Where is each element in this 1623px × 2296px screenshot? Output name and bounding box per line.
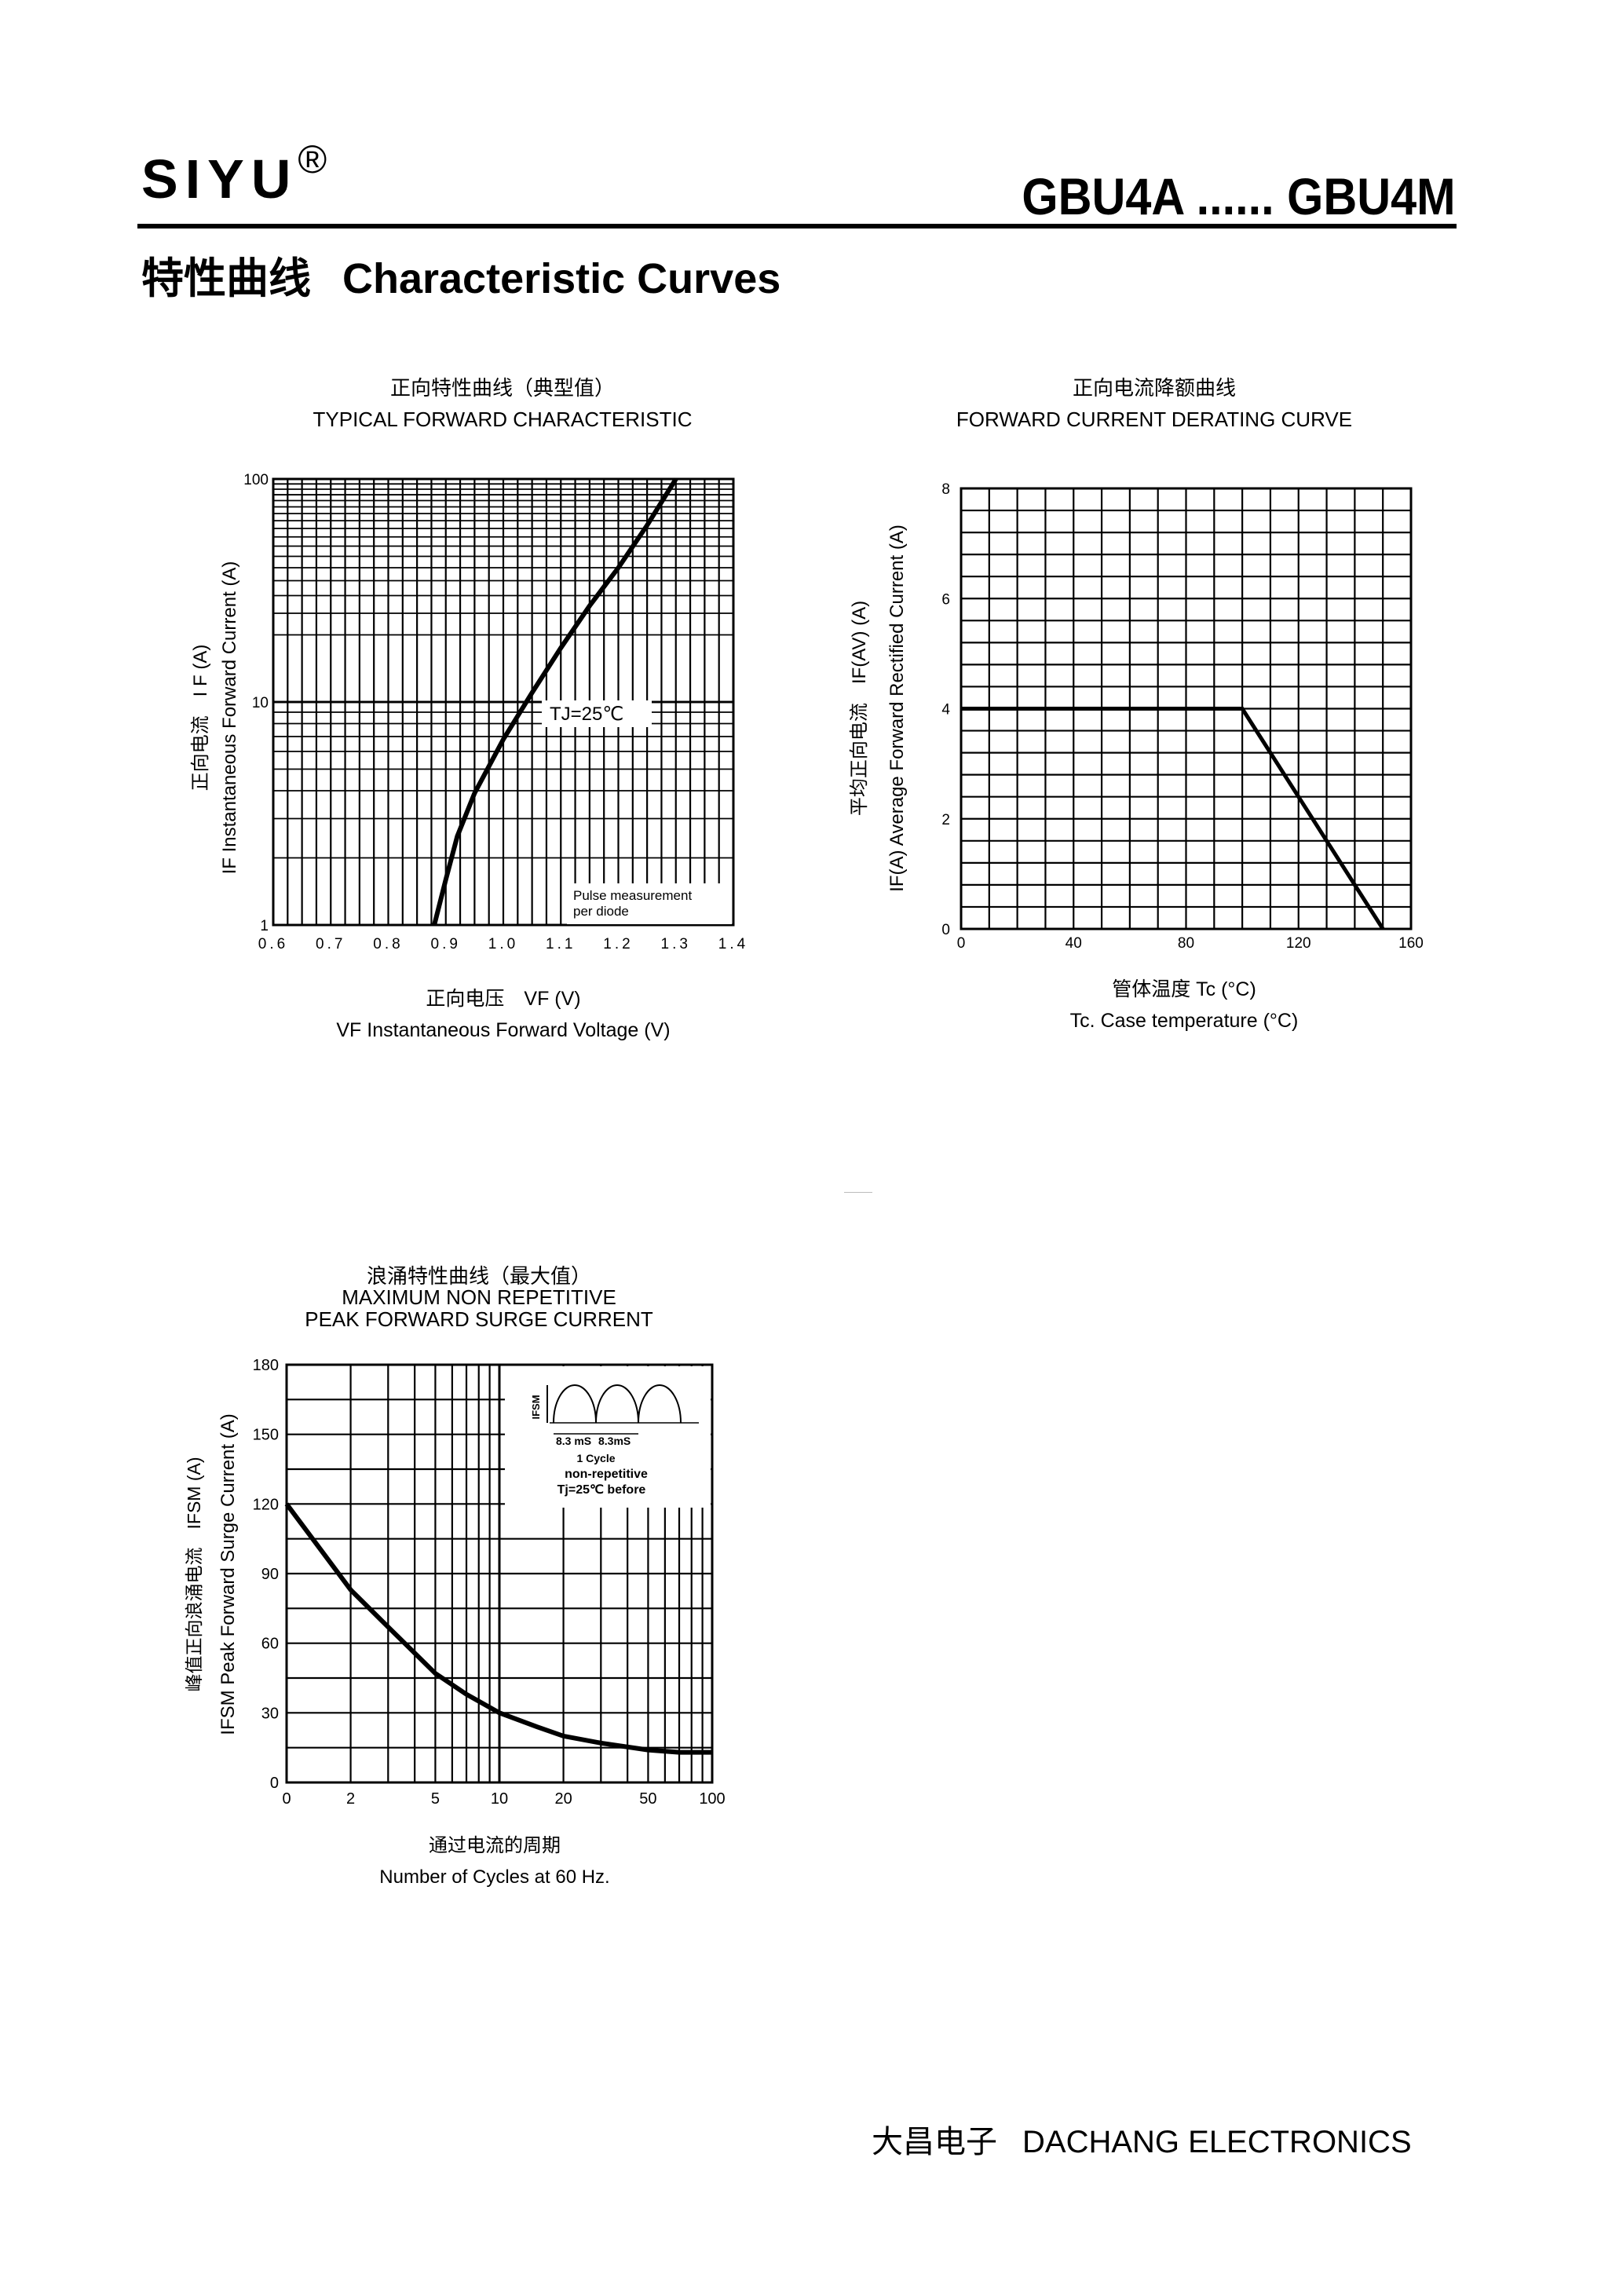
surge-y-tick-label: 180 [253,1357,279,1374]
surge-x-tick-label: 10 [491,1790,508,1808]
derating-chart-title: 正向电流降额曲线 FORWARD CURRENT DERATING CURVE [903,375,1406,433]
surge-y-tick-label: 60 [261,1636,279,1653]
forward-note-line2: per diode [573,904,629,919]
surge-title-en2: PEAK FORWARD SURGE CURRENT [305,1307,653,1331]
surge-y-tick-label: 30 [261,1705,279,1722]
forward-x-ticks: 0.6 0.7 0.8 0.9 1.0 1.1 1.2 1.3 1.4 [258,936,748,952]
forward-ylabel-en: IF Instantaneous Forward Current (A) [219,561,240,875]
model-range: GBU4A ...... GBU4M [1022,167,1456,225]
surge-inset-cycle: 1 Cycle [576,1452,615,1464]
surge-inset-t2: 8.3mS [598,1435,631,1447]
surge-xlabel-en: Number of Cycles at 60 Hz. [379,1866,609,1888]
surge-chart: 0 2 5 10 20 50 100 0 30 60 90 120 150 180 IFSM 8.3 m… [184,1357,726,1888]
forward-x-tick-label: 1.1 [546,936,576,952]
forward-y-tick-label: 100 [243,472,269,488]
forward-y-tick-label: 1 [260,918,269,934]
surge-y-tick-label: 150 [253,1427,279,1444]
derating-y-tick-label: 8 [941,481,950,498]
surge-inset-wave [553,1384,682,1424]
surge-y-tick-label: 90 [261,1566,279,1583]
surge-x-tick-label: 0 [282,1790,291,1808]
forward-x-tick-label: 1.0 [488,936,518,952]
derating-xlabel-en: Tc. Case temperature (°C) [1070,1010,1299,1032]
forward-note-line1: Pulse measurement [573,888,692,903]
footer-company: 大昌电子 DACHANG ELECTRONICS [872,2116,1412,2162]
surge-waveform-inset: IFSM 8.3 mS 8.3mS 1 Cycle non-repetitive… [505,1366,711,1508]
derating-y-tick-label: 4 [941,702,950,718]
derating-ylabel-cn: 平均正向电流 IF(AV) (A) [849,601,870,816]
scan-mark [844,1192,872,1193]
derating-y-ticks: 0 2 4 6 8 [941,481,950,938]
forward-annotation: TJ=25℃ [550,704,623,725]
derating-y-tick-label: 6 [941,591,950,608]
forward-annotation-box [542,700,652,727]
forward-ylabel-cn: 正向电流 I F (A) [190,645,211,792]
forward-note-box [567,883,732,924]
derating-ylabel-en: IF(A) Average Forward Rectified Current … [886,525,908,892]
forward-x-tick-label: 1.4 [718,936,748,952]
forward-x-tick-label: 0.6 [258,936,288,952]
surge-chart-title: 浪涌特性曲线（最大值） MAXIMUM NON REPETITIVE PEAK … [259,1264,699,1331]
forward-y-ticks: 1 10 100 [243,472,269,934]
forward-xlabel-en: VF Instantaneous Forward Voltage (V) [336,1019,670,1041]
derating-x-ticks: 0 40 80 120 160 [957,935,1424,952]
surge-x-tick-label: 100 [699,1790,725,1808]
surge-plot-frame [285,1363,714,1784]
surge-inset-cond: Tj=25℃ before [557,1483,646,1497]
surge-y-ticks: 0 30 60 90 120 150 180 [253,1357,279,1792]
forward-x-tick-label: 0.9 [431,936,461,952]
forward-grid [273,478,733,926]
surge-x-tick-label: 2 [346,1790,355,1808]
surge-title-en1: MAXIMUM NON REPETITIVE [342,1285,616,1310]
footer-company-cn: 大昌电子 [872,2125,997,2159]
derating-curve [961,707,1385,930]
derating-x-tick-label: 160 [1398,935,1424,952]
forward-plot-frame [272,477,735,927]
surge-x-tick-label: 50 [639,1790,656,1808]
surge-inset-nonrep: non-repetitive [565,1468,648,1481]
forward-title-cn: 正向特性曲线（典型值） [389,376,615,400]
derating-chart: 0 40 80 120 160 0 2 4 6 8 平均正向电流 IF(AV) (A) IF(A… [849,481,1424,1032]
surge-inset-ifsm: IFSM [530,1395,542,1419]
forward-xlabel-cn: 正向电压 VF (V) [426,988,580,1010]
surge-title-cn: 浪涌特性曲线（最大值） [366,1264,591,1288]
surge-y-tick-label: 120 [253,1496,279,1513]
surge-xlabel-cn: 通过电流的周期 [429,1835,561,1856]
derating-title-en: FORWARD CURRENT DERATING CURVE [956,407,1353,431]
section-title-en: Characteristic Curves [342,255,781,302]
derating-x-tick-label: 80 [1178,935,1194,952]
derating-xlabel-cn: 管体温度 Tc (°C) [1112,978,1256,1000]
forward-curve [432,477,678,926]
derating-x-tick-label: 40 [1066,935,1082,952]
registered-mark: ® [298,137,327,181]
forward-x-tick-label: 0.8 [373,936,403,952]
surge-curve [284,1502,712,1755]
forward-x-tick-label: 1.3 [661,936,691,952]
surge-x-ticks: 0 2 5 10 20 50 100 [282,1790,725,1808]
derating-title-cn: 正向电流降额曲线 [1072,376,1236,400]
surge-x-tick-label: 20 [554,1790,572,1808]
derating-x-tick-label: 120 [1286,935,1311,952]
section-title-cn: 特性曲线 [141,254,311,303]
brand-logo: SIYU® [141,137,327,210]
forward-x-tick-label: 1.2 [603,936,633,952]
surge-ylabel-en: IFSM Peak Forward Surge Current (A) [217,1413,239,1735]
forward-chart-title: 正向特性曲线（典型值） TYPICAL FORWARD CHARACTERIST… [267,375,738,433]
surge-y-tick-label: 0 [270,1775,279,1792]
section-title: 特性曲线 Characteristic Curves [141,243,780,305]
forward-chart: 0.6 0.7 0.8 0.9 1.0 1.1 1.2 1.3 1.4 1 10 100 TJ=25… [190,472,748,1041]
surge-ylabel-cn: 峰值正向浪涌电流 IFSM (A) [184,1457,204,1692]
forward-title-en: TYPICAL FORWARD CHARACTERISTIC [313,407,693,431]
derating-y-tick-label: 2 [941,812,950,828]
surge-x-tick-label: 5 [431,1790,440,1808]
footer-company-en: DACHANG ELECTRONICS [1022,2125,1412,2159]
forward-x-tick-label: 0.7 [316,936,345,952]
derating-y-tick-label: 0 [941,922,950,938]
forward-y-tick-label: 10 [252,695,269,711]
brand-name: SIYU [141,148,298,210]
surge-inset-t1: 8.3 mS [556,1435,591,1447]
derating-x-tick-label: 0 [957,935,966,952]
header-rule [137,224,1457,229]
